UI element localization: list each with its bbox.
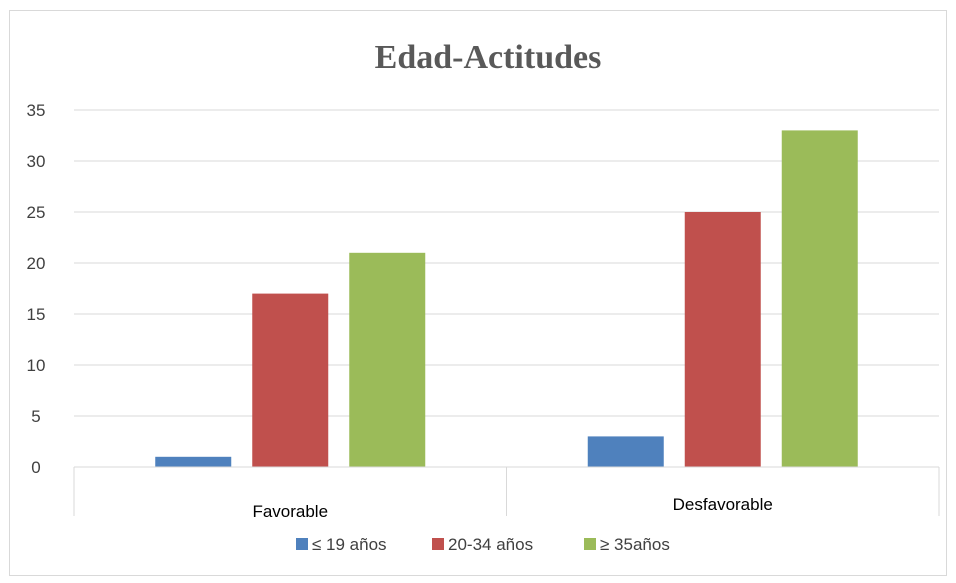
category-label: Desfavorable: [673, 495, 773, 514]
legend-label: ≥ 35años: [600, 535, 670, 554]
axes: [73, 466, 940, 516]
bar-favorable-series-2: [349, 252, 426, 467]
category-labels: Favorable Desfavorable: [252, 495, 772, 521]
bar-favorable-series-1: [252, 293, 329, 467]
chart-title: Edad-Actitudes: [375, 39, 602, 76]
legend-label: 20-34 años: [448, 535, 533, 554]
bar-desfavorable-series-0: [587, 436, 664, 467]
y-tick-label: 0: [31, 458, 40, 477]
y-tick-label: 20: [27, 254, 46, 273]
bar-favorable-series-0: [155, 456, 232, 467]
y-tick-label: 25: [27, 203, 46, 222]
bar-desfavorable-series-2: [781, 130, 858, 467]
legend: ≤ 19 años 20-34 años ≥ 35años: [296, 535, 670, 554]
y-tick-label: 35: [27, 101, 46, 120]
y-tick-label: 10: [27, 356, 46, 375]
category-label: Favorable: [252, 502, 328, 521]
y-tick-label: 15: [27, 305, 46, 324]
y-tick-label: 30: [27, 152, 46, 171]
bar-desfavorable-series-1: [684, 212, 761, 467]
y-axis-tick-labels: 0 5 10 15 20 25 30 35: [27, 101, 46, 477]
y-tick-label: 5: [31, 407, 40, 426]
bars: [155, 130, 858, 467]
legend-swatch: [432, 538, 444, 550]
legend-swatch: [584, 538, 596, 550]
legend-swatch: [296, 538, 308, 550]
legend-label: ≤ 19 años: [312, 535, 387, 554]
